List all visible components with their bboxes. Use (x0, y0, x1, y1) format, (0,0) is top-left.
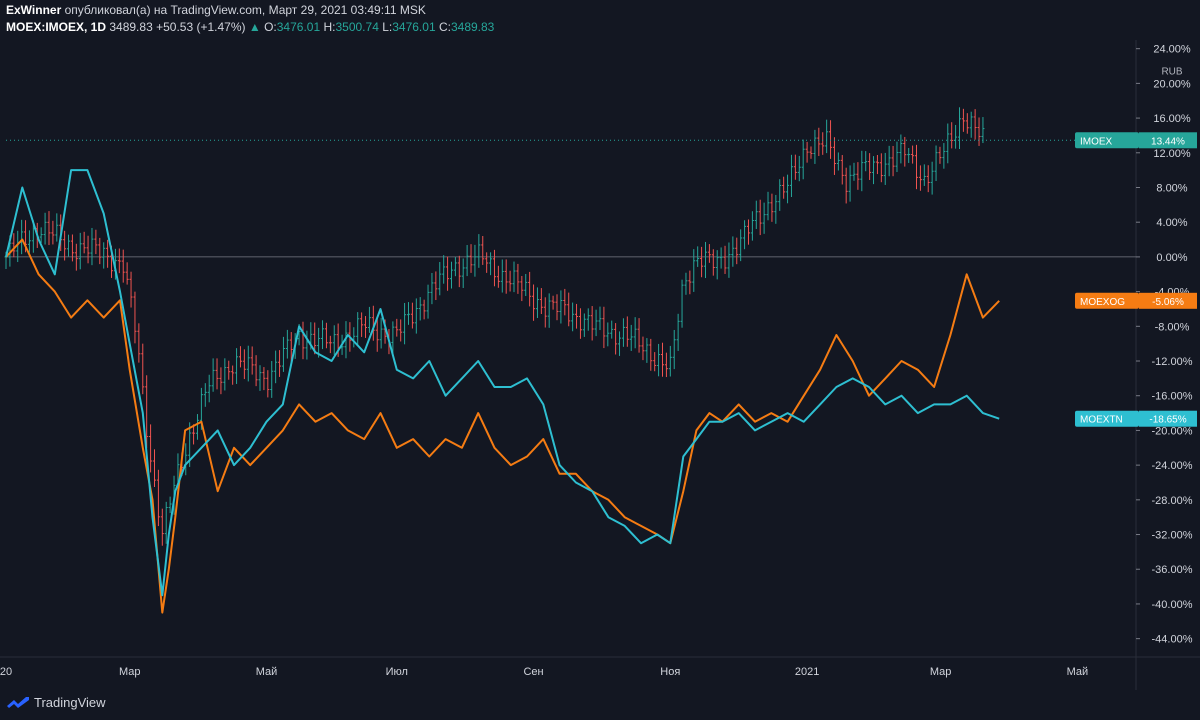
x-tick-label: Май (1067, 666, 1089, 678)
close-label: C: (438, 20, 451, 34)
moextn-tag-value: -18.65% (1149, 415, 1186, 426)
x-tick-label: Мар (119, 666, 141, 678)
symbol-label[interactable]: MOEX:IMOEX, 1D (6, 20, 107, 34)
y-tick-label: -44.00% (1152, 634, 1193, 646)
x-tick-label: Май (256, 666, 278, 678)
up-arrow-icon: ▲ (248, 20, 261, 34)
imoex-value-bg (1139, 132, 1197, 149)
moexog-line (5, 238, 1000, 614)
y-tick-label: 20.00% (1153, 78, 1191, 90)
y-tick-label: 24.00% (1153, 44, 1191, 56)
chart-header: ExWinner опубликовал(а) на TradingView.c… (0, 0, 1200, 40)
moexog-tag-name: MOEXOG (1080, 297, 1125, 308)
y-tick-label: -20.00% (1152, 425, 1193, 437)
y-tick-label: -12.00% (1152, 356, 1193, 368)
x-tick-label: 2021 (795, 666, 819, 678)
publication-line: ExWinner опубликовал(а) на TradingView.c… (6, 3, 426, 17)
price-change: +50.53 (+1.47%) (156, 20, 246, 34)
close-value: 3489.83 (450, 20, 495, 34)
last-price: 3489.83 (109, 20, 153, 34)
y-tick-label: -40.00% (1152, 599, 1193, 611)
x-tick-label: 20 (0, 666, 12, 678)
moextn-value-bg (1139, 410, 1197, 427)
open-value: 3476.01 (276, 20, 321, 34)
moextn-line (5, 169, 1000, 597)
ohlc-legend: MOEX:IMOEX, 1D 3489.83 +50.53 (+1.47%) ▲… (6, 20, 494, 34)
low-label: L: (382, 20, 393, 34)
plot-area (6, 40, 1136, 656)
y-tick-label: -36.00% (1152, 564, 1193, 576)
tradingview-icon (7, 696, 29, 708)
y-tick-label: -24.00% (1152, 460, 1193, 472)
moexog-tag-bg (1075, 292, 1139, 309)
y-tick-label: 16.00% (1153, 113, 1191, 125)
y-tick-label: 8.00% (1156, 182, 1187, 194)
brand-label: TradingView (34, 695, 106, 710)
tradingview-logo[interactable]: TradingView (6, 695, 106, 710)
high-value: 3500.74 (335, 20, 379, 34)
y-tick-label: -8.00% (1155, 321, 1190, 333)
imoex-tag-value: 13.44% (1151, 136, 1185, 147)
y-tick-label: 12.00% (1153, 148, 1191, 160)
x-tick-label: Мар (930, 666, 952, 678)
y-tick-label: 4.00% (1156, 217, 1187, 229)
moexog-tag-value: -5.06% (1152, 297, 1184, 308)
published-text: опубликовал(а) на TradingView.com, Март … (64, 3, 426, 17)
moexog-value-bg (1139, 292, 1197, 309)
x-tick-label: Ноя (660, 666, 680, 678)
y-tick-label: -16.00% (1152, 391, 1193, 403)
moextn-tag-bg (1075, 410, 1139, 427)
chart-canvas[interactable]: 24.00% 20.00% 16.00% 12.00% 8.00% 4.00% 0.00% -… (0, 0, 1200, 690)
x-tick-label: Сен (523, 666, 543, 678)
moextn-tag-name: MOEXTN (1080, 415, 1123, 426)
open-label: O: (264, 20, 277, 34)
y-tick-label: -32.00% (1152, 530, 1193, 542)
low-value: 3476.01 (392, 20, 436, 34)
chart-footer: TradingView (0, 690, 1200, 720)
y-tick-label: -28.00% (1152, 495, 1193, 507)
imoex-tag-bg (1075, 132, 1139, 149)
x-tick-label: Июл (386, 666, 408, 678)
y-tick-label: 0.00% (1156, 252, 1187, 264)
high-label: H: (323, 20, 336, 34)
imoex-tag-name: IMOEX (1080, 136, 1113, 147)
author-name[interactable]: ExWinner (6, 3, 62, 17)
currency-label: RUB (1161, 66, 1182, 77)
